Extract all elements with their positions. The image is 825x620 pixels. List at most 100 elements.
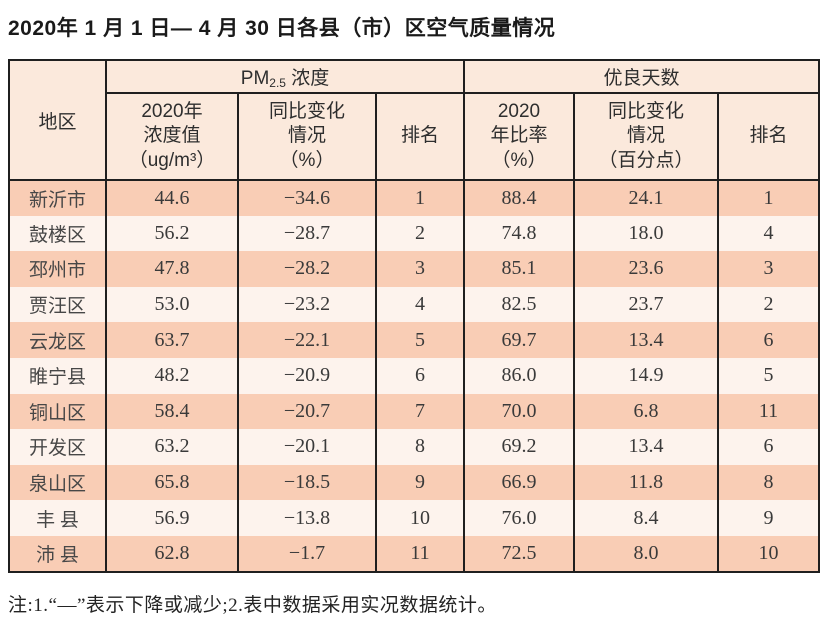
good-rank-cell: 9 <box>716 500 820 536</box>
good-change-cell: 6.8 <box>573 393 718 430</box>
good-rank-cell: 6 <box>716 322 820 358</box>
good-ratio-cell: 74.8 <box>463 215 574 252</box>
good-change-cell: 13.4 <box>573 322 718 358</box>
pm-rank-cell: 4 <box>375 286 464 323</box>
region-cell: 贾汪区 <box>8 286 106 323</box>
col-header-good-change: 同比变化 情况 （百分点） <box>573 93 718 181</box>
good-change-cell: 13.4 <box>573 429 718 465</box>
table-row: 云龙区 63.7 −22.1 5 69.7 13.4 6 <box>8 322 820 358</box>
good-ratio-cell: 69.2 <box>463 429 574 465</box>
table-row: 邳州市 47.8 −28.2 3 85.1 23.6 3 <box>8 251 820 287</box>
good-ratio-cell: 86.0 <box>463 357 574 394</box>
pm-change-cell: −20.9 <box>237 357 376 394</box>
col-header-region: 地区 <box>8 60 106 181</box>
pm-value-cell: 63.7 <box>105 322 238 358</box>
good-ratio-cell: 69.7 <box>463 322 574 358</box>
pm-change-cell: −34.6 <box>237 180 376 216</box>
col-header-pm-value: 2020年 浓度值 （ug/m³） <box>105 93 238 181</box>
good-rank-cell: 3 <box>716 251 820 287</box>
group-header-row: 地区 PM2.5 浓度 优良天数 <box>8 60 820 181</box>
pm-rank-cell: 1 <box>375 180 464 216</box>
good-rank-cell: 6 <box>716 429 820 465</box>
pm-rank-cell: 3 <box>375 251 464 287</box>
pm-change-cell: −28.7 <box>237 215 376 252</box>
good-ratio-cell: 85.1 <box>463 251 574 287</box>
good-rank-cell: 10 <box>716 535 820 572</box>
air-quality-table: 地区 PM2.5 浓度 优良天数 2020年 浓度值 （ug/m³） 同比变化 … <box>8 59 821 573</box>
good-ratio-cell: 70.0 <box>463 393 574 430</box>
good-rank-cell: 4 <box>716 215 820 252</box>
table-row: 睢宁县 48.2 −20.9 6 86.0 14.9 5 <box>8 357 820 394</box>
pm-rank-cell: 11 <box>375 535 464 572</box>
pm-value-cell: 63.2 <box>105 429 238 465</box>
col-header-good-ratio: 2020 年比率 （%） <box>463 93 574 181</box>
pm-change-cell: −28.2 <box>237 251 376 287</box>
pm-rank-cell: 7 <box>375 393 464 430</box>
region-cell: 沛 县 <box>8 535 106 572</box>
col-header-good-rank: 排名 <box>716 93 820 181</box>
region-cell: 泉山区 <box>8 464 106 501</box>
pm-change-cell: −20.7 <box>237 393 376 430</box>
good-ratio-cell: 76.0 <box>463 500 574 536</box>
good-rank-cell: 1 <box>716 180 820 216</box>
pm-value-cell: 62.8 <box>105 535 238 572</box>
pm25-label-prefix: PM <box>240 68 270 89</box>
col-group-good-days: 优良天数 <box>462 60 820 94</box>
pm-rank-cell: 5 <box>375 322 464 358</box>
table-row: 开发区 63.2 −20.1 8 69.2 13.4 6 <box>8 429 820 465</box>
good-ratio-cell: 82.5 <box>463 286 574 323</box>
pm-value-cell: 56.2 <box>105 215 238 252</box>
pm-value-cell: 48.2 <box>105 357 238 394</box>
table-row: 丰 县 56.9 −13.8 10 76.0 8.4 9 <box>8 500 820 536</box>
pm-rank-cell: 6 <box>375 357 464 394</box>
pm-change-cell: −18.5 <box>237 464 376 501</box>
good-change-cell: 23.6 <box>573 251 718 287</box>
good-change-cell: 8.4 <box>573 500 718 536</box>
table-row: 泉山区 65.8 −18.5 9 66.9 11.8 8 <box>8 464 820 501</box>
good-change-cell: 23.7 <box>573 286 718 323</box>
table-row: 新沂市 44.6 −34.6 1 88.4 24.1 1 <box>8 180 820 216</box>
good-change-cell: 24.1 <box>573 180 718 216</box>
pm25-label-suffix: 浓度 <box>285 68 330 89</box>
pm-value-cell: 56.9 <box>105 500 238 536</box>
pm-value-cell: 58.4 <box>105 393 238 430</box>
region-cell: 丰 县 <box>8 500 106 536</box>
table-row: 鼓楼区 56.2 −28.7 2 74.8 18.0 4 <box>8 215 820 252</box>
good-rank-cell: 8 <box>716 464 820 501</box>
pm-value-cell: 47.8 <box>105 251 238 287</box>
good-change-cell: 18.0 <box>573 215 718 252</box>
good-ratio-cell: 88.4 <box>463 180 574 216</box>
col-header-pm-change: 同比变化 情况 （%） <box>237 93 376 181</box>
pm-change-cell: −22.1 <box>237 322 376 358</box>
pm-change-cell: −1.7 <box>237 535 376 572</box>
table-row: 沛 县 62.8 −1.7 11 72.5 8.0 10 <box>8 535 820 572</box>
pm-value-cell: 44.6 <box>105 180 238 216</box>
table-row: 铜山区 58.4 −20.7 7 70.0 6.8 11 <box>8 393 820 430</box>
region-cell: 铜山区 <box>8 393 106 430</box>
table-row: 贾汪区 53.0 −23.2 4 82.5 23.7 2 <box>8 286 820 323</box>
good-ratio-cell: 66.9 <box>463 464 574 501</box>
good-change-cell: 11.8 <box>573 464 718 501</box>
sub-header-row: 2020年 浓度值 （ug/m³） 同比变化 情况 （%） 排名 2020 年比… <box>9 93 820 181</box>
pm-rank-cell: 9 <box>375 464 464 501</box>
region-cell: 睢宁县 <box>8 357 106 394</box>
good-rank-cell: 11 <box>716 393 820 430</box>
region-cell: 新沂市 <box>8 180 106 216</box>
table-body: 新沂市 44.6 −34.6 1 88.4 24.1 1 鼓楼区 56.2 −2… <box>8 180 820 572</box>
region-cell: 鼓楼区 <box>8 215 106 252</box>
region-cell: 云龙区 <box>8 322 106 358</box>
col-group-pm25: PM2.5 浓度 <box>105 60 464 94</box>
pm-value-cell: 53.0 <box>105 286 238 323</box>
pm-rank-cell: 8 <box>375 429 464 465</box>
footnote: 注:1.“—”表示下降或减少;2.表中数据采用实况数据统计。 <box>8 594 497 616</box>
col-header-pm-rank: 排名 <box>375 93 464 181</box>
good-change-cell: 8.0 <box>573 535 718 572</box>
pm-rank-cell: 2 <box>375 215 464 252</box>
pm25-label-subscript: 2.5 <box>269 75 286 90</box>
region-cell: 邳州市 <box>8 251 106 287</box>
pm-change-cell: −23.2 <box>237 286 376 323</box>
pm-change-cell: −20.1 <box>237 429 376 465</box>
table-header: 地区 PM2.5 浓度 优良天数 2020年 浓度值 （ug/m³） 同比变化 … <box>8 60 820 181</box>
good-rank-cell: 5 <box>716 357 820 394</box>
